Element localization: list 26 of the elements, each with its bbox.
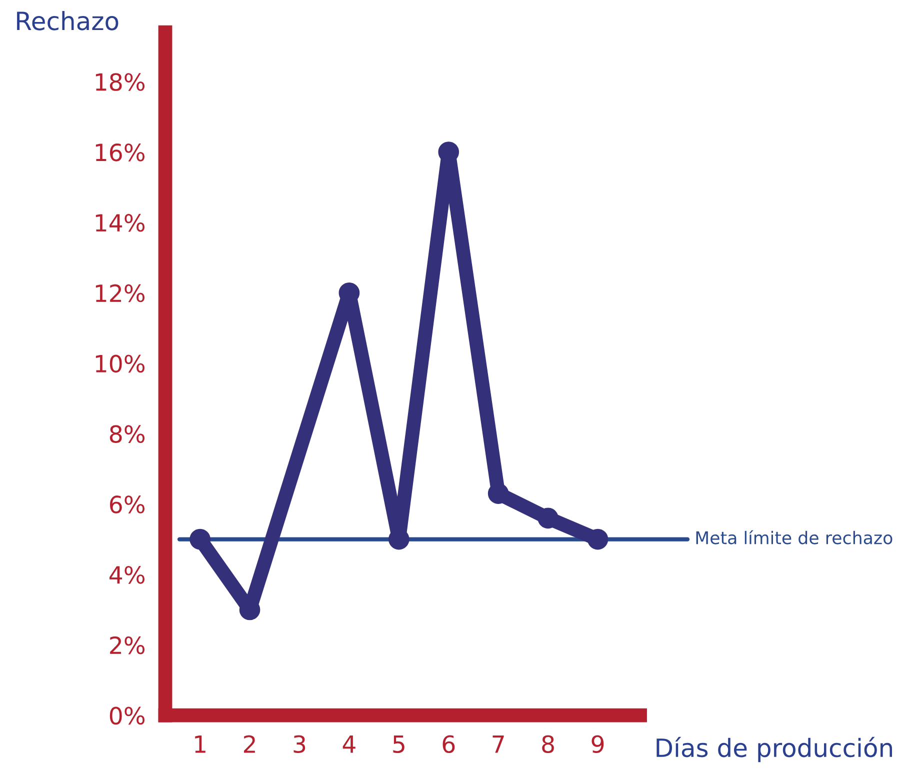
ref-line-label: Meta límite de rechazo <box>696 530 892 544</box>
y-tick-label: 4% <box>110 566 145 584</box>
y-tick-label: 8% <box>110 425 145 443</box>
point <box>538 508 558 529</box>
y-tick-label: 14% <box>96 214 145 232</box>
y-tick-label: 12% <box>96 284 145 302</box>
y-axis-title: Rechazo <box>17 11 118 30</box>
x-tick-label: 8 <box>542 735 554 754</box>
point <box>488 483 509 504</box>
x-tick-label: 3 <box>294 735 306 754</box>
y-tick-label: 10% <box>96 354 145 373</box>
x-tick-label: 6 <box>442 735 455 754</box>
y-tick-label: 18% <box>96 73 145 91</box>
y-tick-label: 0% <box>110 706 145 725</box>
x-tick-label: 4 <box>342 736 356 753</box>
y-tick-label: 2% <box>110 636 145 654</box>
point <box>190 528 210 550</box>
x-tick-label: 9 <box>592 735 604 754</box>
x-tick-label: 5 <box>393 736 404 754</box>
x-tick-label: 2 <box>244 735 255 753</box>
x-tick-label: 1 <box>195 736 206 753</box>
y-tick-label: 6% <box>110 496 145 514</box>
point <box>587 528 608 550</box>
y-tick-label: 16% <box>96 143 145 162</box>
x-axis-title: Días de producción <box>656 736 892 762</box>
x-tick-label: 7 <box>492 736 504 753</box>
